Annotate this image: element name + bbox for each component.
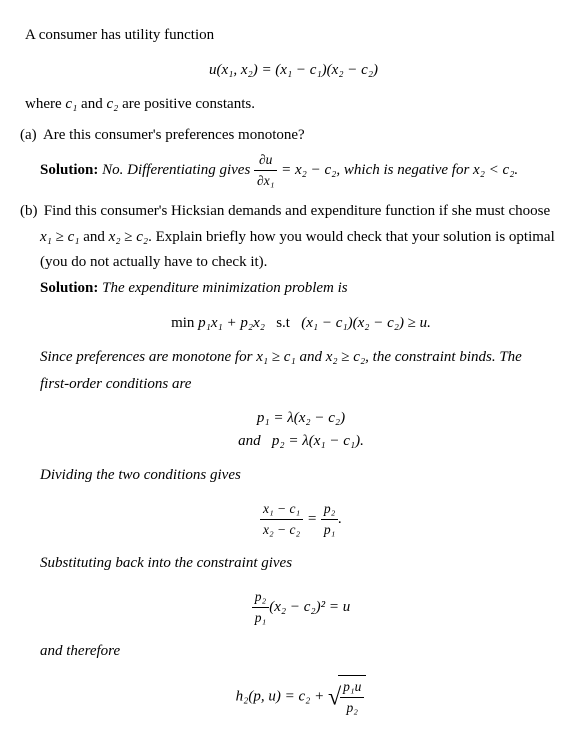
utility-fn-expr: u(x₁, x₂) = (x₁ − c₁)(x₂ − c₂)	[209, 62, 378, 78]
where-text: where	[25, 96, 65, 112]
foc2: p₂ = λ(x₁ − c₁).	[272, 433, 364, 449]
sol-a-mid: = x₂ − c₂, which is negative for x₂ < c₂…	[277, 162, 518, 178]
therefore-text: and therefore	[40, 640, 562, 663]
part-b: (b) Find this consumer's Hicksian demand…	[40, 200, 562, 720]
q2-tail: . Explain briefly how you would check th…	[148, 229, 555, 245]
pos-const-text: are positive constants.	[118, 96, 255, 112]
solution-label-a: Solution:	[40, 162, 98, 178]
dividing-text: Dividing the two conditions gives	[40, 464, 562, 487]
ratio-lhs-den: x₂ − c₂	[260, 520, 303, 540]
solution-label-b: Solution:	[40, 280, 98, 296]
ratio-period: .	[338, 511, 342, 527]
sub-rest: (x₂ − c₂)² = u	[269, 599, 350, 615]
utility-function-display: u(x₁, x₂) = (x₁ − c₁)(x₂ − c₂)	[25, 59, 562, 82]
ratio-lhs-num: x₁ − c₁	[260, 499, 303, 520]
sqrt-frac: p₁u p₂	[340, 677, 364, 719]
sol-a-pre: No. Differentiating gives	[102, 162, 254, 178]
c1-symbol: c₁	[65, 96, 77, 112]
since-x2: x₂ ≥ c₂	[326, 349, 365, 365]
part-a: (a) Are this consumer's preferences mono…	[40, 124, 562, 192]
substituting-text: Substituting back into the constraint gi…	[40, 552, 562, 575]
ratio-rhs-num: p₂	[321, 499, 338, 520]
part-a-question: Are this consumer's preferences monotone…	[43, 127, 305, 143]
h2-lhs: h₂(p, u) = c₂ +	[236, 688, 328, 704]
min-problem-display: min min p₁x₁ + p₂x₂ s.t (x₁ − c₁)(x₂ − c…	[40, 312, 562, 335]
and-text-1: and	[77, 96, 106, 112]
p2-num: p₂	[252, 587, 269, 608]
foc-intro: first-order conditions are	[40, 373, 562, 396]
ratio-lhs: x₁ − c₁ x₂ − c₂	[260, 499, 303, 541]
c2-symbol: c₂	[106, 96, 118, 112]
constraint-sub-display: p₂ p₁ (x₂ − c₂)² = u	[40, 587, 562, 629]
part-a-solution: No. Differentiating gives ∂u∂x₁ = x₂ − c…	[102, 162, 518, 178]
x2-geq-c2: x₂ ≥ c₂	[109, 229, 148, 245]
ratio-eq: =	[307, 511, 321, 527]
since-and: and	[296, 349, 326, 365]
intro-line2: where c₁ and c₂ are positive constants.	[25, 93, 562, 116]
sqrt-expr: √ p₁u p₂	[328, 675, 366, 720]
since-pre: Since preferences are monotone for	[40, 349, 256, 365]
since-post: , the constraint binds. The	[365, 349, 522, 365]
deriv-den: ∂x₁	[254, 171, 277, 191]
p2p1-frac: p₂ p₁	[252, 587, 269, 629]
part-a-label: (a)	[20, 124, 40, 147]
intro-line1: A consumer has utility function	[25, 24, 562, 47]
sol-b-intro: The expenditure minimization problem is	[102, 280, 348, 296]
h2-display: h₂(p, u) = c₂ + √ p₁u p₂	[40, 675, 562, 720]
ratio-rhs: p₂ p₁	[321, 499, 338, 541]
deriv-num: ∂u	[254, 150, 277, 171]
sqrt-num: p₁u	[340, 677, 364, 698]
and-text-2: and	[79, 229, 108, 245]
since-x1: x₁ ≥ c₁	[256, 349, 295, 365]
ratio-display: x₁ − c₁ x₂ − c₂ = p₂ p₁ .	[40, 499, 562, 541]
partial-deriv-frac: ∂u∂x₁	[254, 150, 277, 192]
sqrt-den: p₂	[340, 698, 364, 718]
p1-den: p₁	[252, 608, 269, 628]
part-b-q1: Find this consumer's Hicksian demands an…	[44, 203, 550, 219]
foc-display: p₁ = λ(x₂ − c₂) and p₂ = λ(x₁ − c₁).	[40, 407, 562, 452]
part-b-q3: (you do not actually have to check it).	[40, 251, 562, 274]
part-b-label: (b)	[20, 200, 40, 223]
x1-geq-c1: x₁ ≥ c₁	[40, 229, 79, 245]
foc-and: and	[238, 433, 261, 449]
ratio-rhs-den: p₁	[321, 520, 338, 540]
foc1: p₁ = λ(x₂ − c₂)	[257, 410, 345, 426]
